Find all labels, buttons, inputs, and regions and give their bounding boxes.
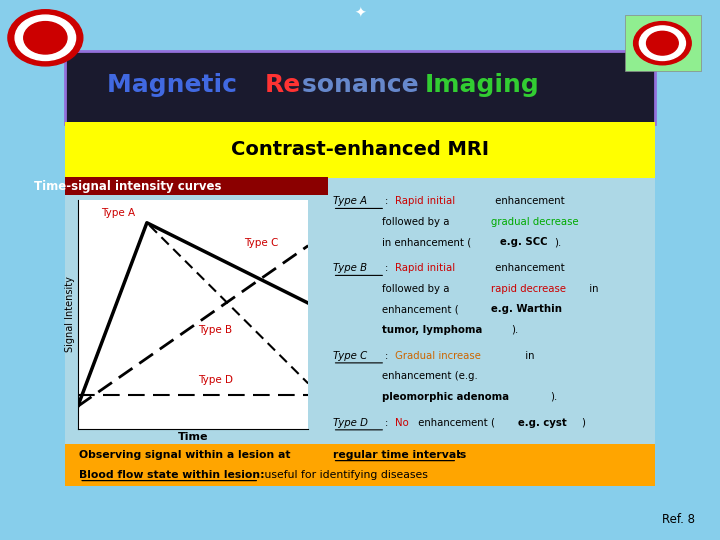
Text: in: in — [522, 351, 534, 361]
Text: tumor, lymphoma: tumor, lymphoma — [382, 325, 482, 335]
Text: enhancement (: enhancement ( — [415, 418, 495, 428]
Circle shape — [634, 22, 691, 65]
Text: Type C: Type C — [333, 351, 367, 361]
Text: useful for identifying diseases: useful for identifying diseases — [261, 470, 428, 480]
Text: Type B: Type B — [333, 264, 366, 273]
Text: :: : — [385, 264, 392, 273]
Text: Re: Re — [265, 73, 301, 97]
Text: in: in — [586, 284, 598, 294]
FancyBboxPatch shape — [65, 122, 655, 178]
Text: ).: ). — [550, 392, 557, 402]
FancyBboxPatch shape — [65, 444, 655, 486]
Text: ✦: ✦ — [354, 6, 366, 21]
Text: Type D: Type D — [197, 375, 233, 386]
Text: Type A: Type A — [333, 197, 366, 206]
Text: Imaging: Imaging — [425, 73, 539, 97]
Text: Rapid initial: Rapid initial — [395, 264, 455, 273]
Text: gradual decrease: gradual decrease — [491, 217, 579, 227]
Text: e.g. SCC: e.g. SCC — [500, 238, 547, 247]
Text: :: : — [385, 351, 392, 361]
FancyBboxPatch shape — [65, 51, 655, 124]
Text: Time-signal intensity curves: Time-signal intensity curves — [35, 180, 222, 193]
Circle shape — [24, 22, 67, 54]
Text: Type D: Type D — [333, 418, 367, 428]
Text: rapid decrease: rapid decrease — [491, 284, 566, 294]
FancyBboxPatch shape — [65, 177, 655, 446]
Text: pleomorphic adenoma: pleomorphic adenoma — [382, 392, 508, 402]
Text: Ref. 8: Ref. 8 — [662, 513, 696, 526]
X-axis label: Time: Time — [178, 432, 208, 442]
Text: ): ) — [581, 418, 585, 428]
Text: Magnetic: Magnetic — [107, 73, 246, 97]
Text: e.g. Warthin: e.g. Warthin — [491, 305, 562, 314]
Text: Observing signal within a lesion at: Observing signal within a lesion at — [79, 450, 294, 460]
Text: enhancement (e.g.: enhancement (e.g. — [382, 372, 477, 381]
FancyBboxPatch shape — [65, 177, 328, 195]
Text: regular time intervals: regular time intervals — [333, 450, 466, 460]
Text: enhancement (: enhancement ( — [382, 305, 459, 314]
Circle shape — [639, 26, 685, 60]
Text: enhancement: enhancement — [492, 197, 565, 206]
Circle shape — [15, 15, 76, 60]
Text: :: : — [457, 450, 462, 460]
Text: Blood flow state within lesion:: Blood flow state within lesion: — [79, 470, 265, 480]
Text: :: : — [385, 197, 392, 206]
Circle shape — [647, 31, 678, 55]
Text: No: No — [395, 418, 408, 428]
FancyBboxPatch shape — [625, 15, 701, 71]
Y-axis label: Signal Intensity: Signal Intensity — [65, 276, 75, 353]
Text: :: : — [385, 418, 392, 428]
Text: e.g. cyst: e.g. cyst — [518, 418, 567, 428]
Text: ).: ). — [554, 238, 561, 247]
Text: followed by a: followed by a — [382, 284, 452, 294]
Text: ).: ). — [511, 325, 518, 335]
Text: Rapid initial: Rapid initial — [395, 197, 455, 206]
Text: followed by a: followed by a — [382, 217, 452, 227]
Text: Type A: Type A — [101, 208, 135, 218]
Text: in enhancement (: in enhancement ( — [382, 238, 471, 247]
Text: Gradual increase: Gradual increase — [395, 351, 480, 361]
Text: Type C: Type C — [243, 238, 278, 248]
Circle shape — [8, 10, 83, 66]
Text: Contrast-enhanced MRI: Contrast-enhanced MRI — [231, 139, 489, 159]
Text: enhancement: enhancement — [492, 264, 565, 273]
Text: sonance: sonance — [302, 73, 428, 97]
Text: Type B: Type B — [197, 325, 232, 335]
